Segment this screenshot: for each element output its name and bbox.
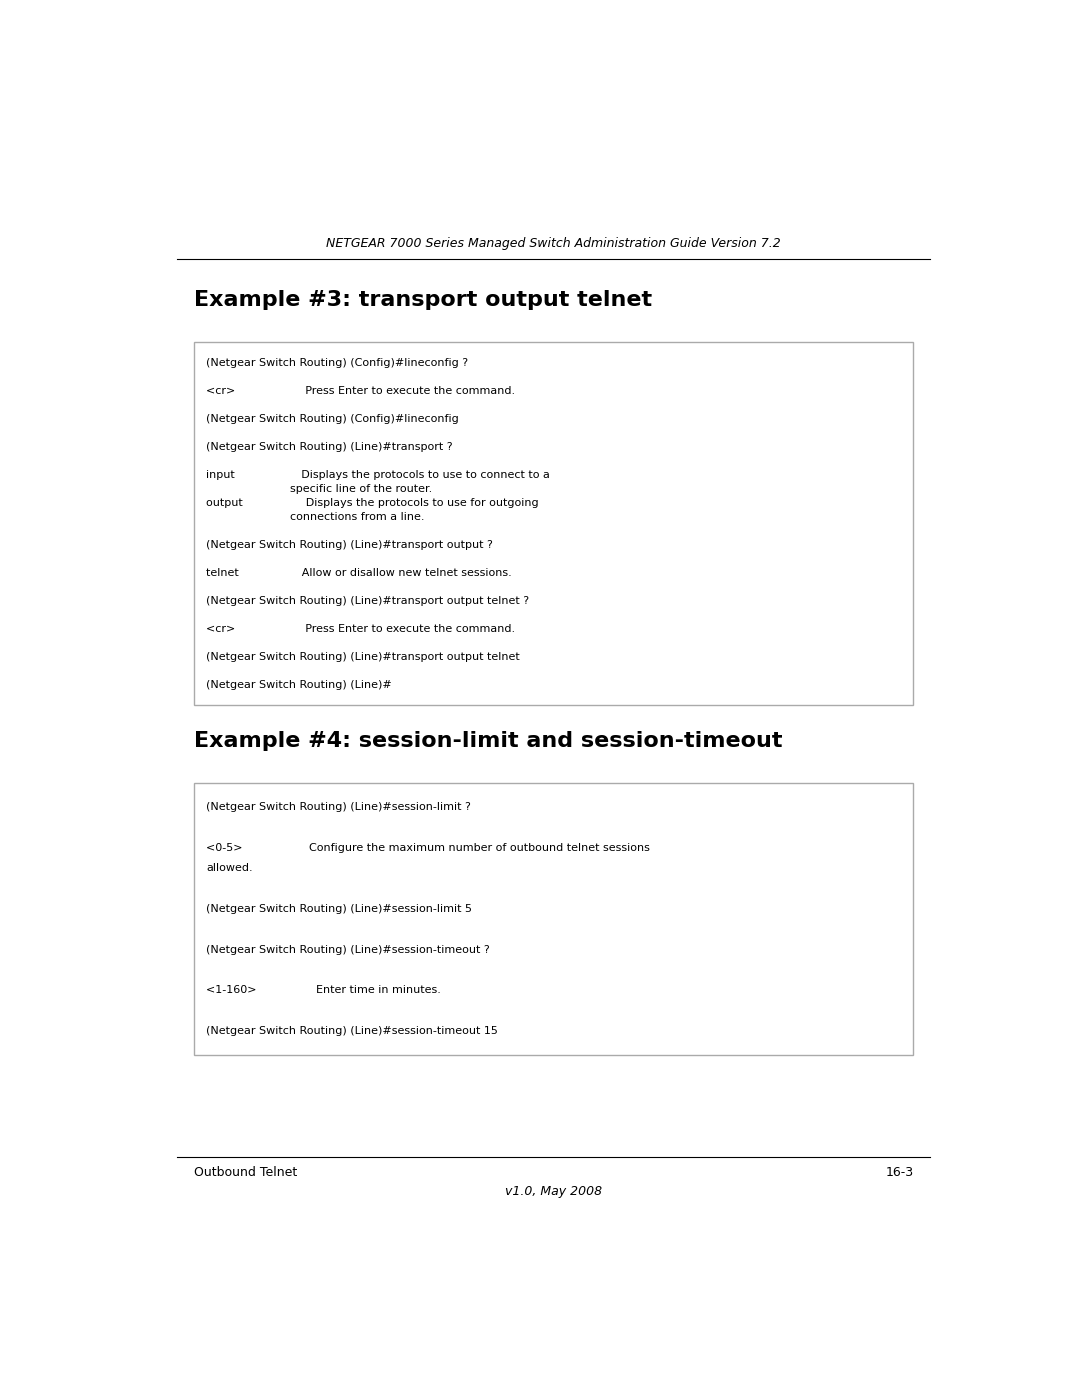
Text: (Netgear Switch Routing) (Config)#lineconfig ?: (Netgear Switch Routing) (Config)#lineco… bbox=[206, 358, 469, 367]
Text: <cr>                    Press Enter to execute the command.: <cr> Press Enter to execute the command. bbox=[206, 623, 515, 634]
Text: specific line of the router.: specific line of the router. bbox=[206, 483, 432, 493]
Text: (Netgear Switch Routing) (Line)#session-limit ?: (Netgear Switch Routing) (Line)#session-… bbox=[206, 802, 471, 812]
Text: <cr>                    Press Enter to execute the command.: <cr> Press Enter to execute the command. bbox=[206, 386, 515, 395]
Text: (Netgear Switch Routing) (Line)#transport ?: (Netgear Switch Routing) (Line)#transpor… bbox=[206, 441, 453, 451]
Text: 16-3: 16-3 bbox=[886, 1166, 914, 1179]
Text: (Netgear Switch Routing) (Config)#lineconfig: (Netgear Switch Routing) (Config)#lineco… bbox=[206, 414, 459, 423]
Text: <0-5>                   Configure the maximum number of outbound telnet sessions: <0-5> Configure the maximum number of ou… bbox=[206, 842, 650, 852]
Text: Outbound Telnet: Outbound Telnet bbox=[193, 1166, 297, 1179]
Text: output                  Displays the protocols to use for outgoing: output Displays the protocols to use for… bbox=[206, 497, 539, 507]
Text: NETGEAR 7000 Series Managed Switch Administration Guide Version 7.2: NETGEAR 7000 Series Managed Switch Admin… bbox=[326, 237, 781, 250]
Text: (Netgear Switch Routing) (Line)#transport output telnet: (Netgear Switch Routing) (Line)#transpor… bbox=[206, 651, 519, 662]
Text: (Netgear Switch Routing) (Line)#session-limit 5: (Netgear Switch Routing) (Line)#session-… bbox=[206, 904, 472, 914]
Text: allowed.: allowed. bbox=[206, 863, 253, 873]
Text: telnet                  Allow or disallow new telnet sessions.: telnet Allow or disallow new telnet sess… bbox=[206, 567, 512, 577]
Text: <1-160>                 Enter time in minutes.: <1-160> Enter time in minutes. bbox=[206, 985, 441, 995]
Text: Example #4: session-limit and session-timeout: Example #4: session-limit and session-ti… bbox=[193, 731, 782, 750]
Text: (Netgear Switch Routing) (Line)#session-timeout ?: (Netgear Switch Routing) (Line)#session-… bbox=[206, 944, 490, 954]
Text: (Netgear Switch Routing) (Line)#transport output ?: (Netgear Switch Routing) (Line)#transpor… bbox=[206, 539, 492, 549]
Text: (Netgear Switch Routing) (Line)#session-timeout 15: (Netgear Switch Routing) (Line)#session-… bbox=[206, 1025, 498, 1037]
Text: connections from a line.: connections from a line. bbox=[206, 511, 424, 521]
Text: (Netgear Switch Routing) (Line)#: (Netgear Switch Routing) (Line)# bbox=[206, 679, 392, 690]
Text: v1.0, May 2008: v1.0, May 2008 bbox=[505, 1185, 602, 1199]
Text: Example #3: transport output telnet: Example #3: transport output telnet bbox=[193, 289, 651, 310]
FancyBboxPatch shape bbox=[193, 782, 914, 1055]
Text: (Netgear Switch Routing) (Line)#transport output telnet ?: (Netgear Switch Routing) (Line)#transpor… bbox=[206, 595, 529, 606]
Text: input                   Displays the protocols to use to connect to a: input Displays the protocols to use to c… bbox=[206, 469, 550, 479]
FancyBboxPatch shape bbox=[193, 342, 914, 705]
